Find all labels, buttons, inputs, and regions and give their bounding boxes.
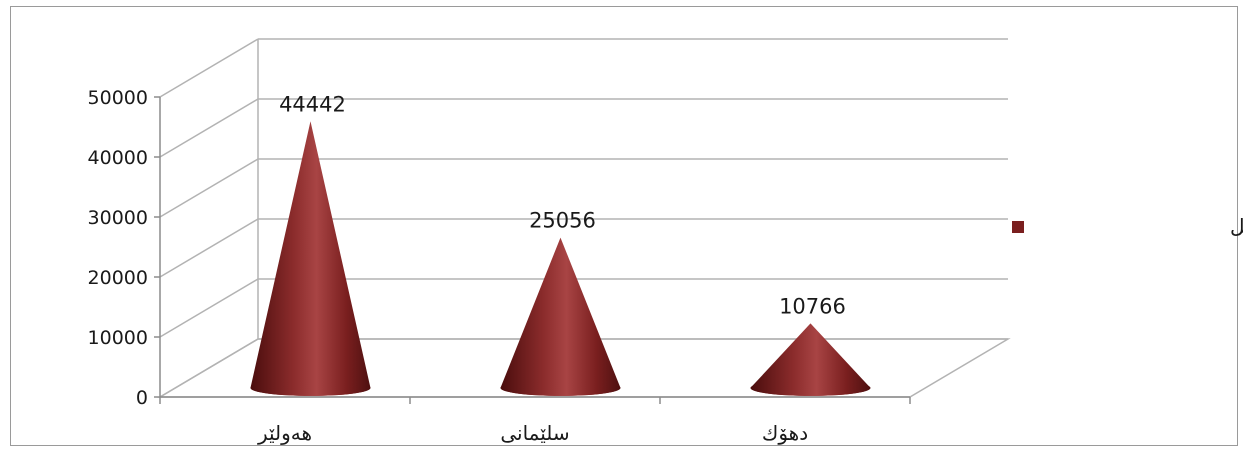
category-label-1: هەولێر — [257, 421, 312, 445]
category-label-3: دهۆك — [762, 421, 808, 445]
y-tick-label: 10000 — [88, 327, 148, 349]
data-label-2: 25056 — [529, 209, 596, 233]
cone-2 — [500, 237, 621, 396]
legend-label: ژمارەی ئۆتۆمۆبێل — [1230, 214, 1243, 238]
data-label-3: 10766 — [779, 294, 846, 318]
y-axis-ticks: 0 10000 20000 30000 40000 50000 — [88, 87, 160, 409]
gridlines — [159, 38, 1008, 398]
cone-series — [250, 121, 871, 396]
cone-1 — [250, 121, 371, 396]
y-tick-label: 40000 — [88, 147, 148, 169]
data-label-1: 44442 — [279, 92, 346, 116]
gridline-side — [159, 338, 259, 398]
gridline-side — [159, 158, 259, 218]
y-tick-label: 20000 — [88, 267, 148, 289]
gridline-side — [159, 278, 259, 338]
cone-body — [250, 121, 371, 396]
axes — [159, 97, 911, 404]
legend: ژمارەی ئۆتۆمۆبێل — [1012, 214, 1243, 238]
chart-frame — [10, 6, 1238, 446]
cone-3 — [750, 323, 871, 396]
category-label-2: سلێمانی — [500, 421, 569, 445]
cone-body — [500, 237, 621, 396]
gridline-side — [159, 38, 259, 98]
y-tick-label: 30000 — [88, 207, 148, 229]
cone-body — [750, 323, 871, 396]
gridline-side — [159, 98, 259, 158]
data-labels: 44442 25056 10766 — [279, 92, 846, 318]
gridline-side — [159, 218, 259, 278]
category-labels: هەولێر سلێمانی دهۆك — [257, 421, 808, 445]
legend-swatch — [1012, 221, 1024, 233]
y-tick-label: 50000 — [88, 87, 148, 109]
y-tick-label: 0 — [136, 387, 148, 409]
